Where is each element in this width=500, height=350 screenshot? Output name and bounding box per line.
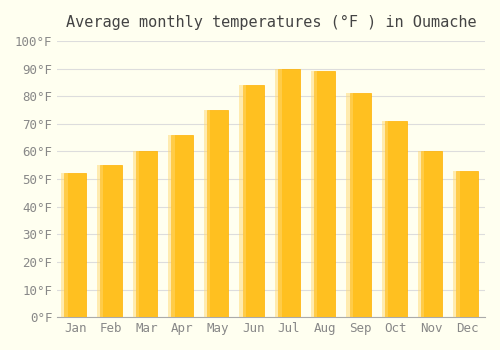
Bar	[278, 69, 299, 317]
Bar	[100, 165, 122, 317]
Bar	[204, 110, 210, 317]
Bar	[346, 93, 353, 317]
Bar	[310, 71, 317, 317]
Bar	[172, 135, 193, 317]
Title: Average monthly temperatures (°F ) in Oumache: Average monthly temperatures (°F ) in Ou…	[66, 15, 476, 30]
Bar	[97, 165, 103, 317]
Bar	[168, 135, 174, 317]
Bar	[350, 93, 371, 317]
Bar	[314, 71, 336, 317]
Bar	[275, 69, 281, 317]
Bar	[207, 110, 229, 317]
Bar	[454, 171, 460, 317]
Bar	[62, 174, 68, 317]
Bar	[136, 152, 157, 317]
Bar	[132, 152, 139, 317]
Bar	[385, 121, 406, 317]
Bar	[382, 121, 388, 317]
Bar	[64, 174, 86, 317]
Bar	[240, 85, 246, 317]
Bar	[456, 171, 478, 317]
Bar	[421, 152, 442, 317]
Bar	[418, 152, 424, 317]
Bar	[242, 85, 264, 317]
